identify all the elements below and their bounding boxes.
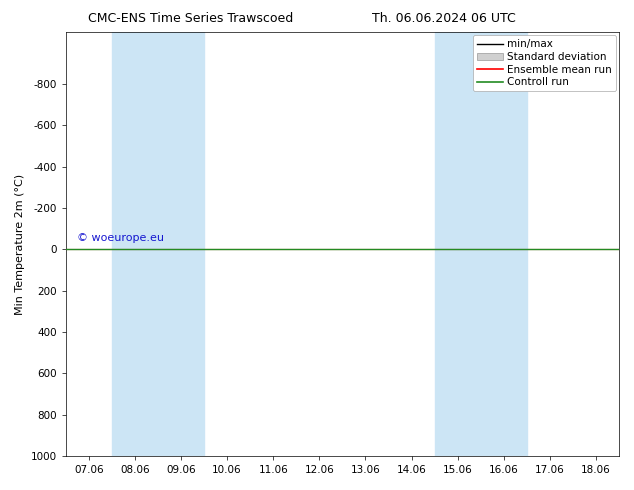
Legend: min/max, Standard deviation, Ensemble mean run, Controll run: min/max, Standard deviation, Ensemble me…: [472, 35, 616, 92]
Text: Th. 06.06.2024 06 UTC: Th. 06.06.2024 06 UTC: [372, 12, 515, 25]
Text: CMC-ENS Time Series Trawscoed: CMC-ENS Time Series Trawscoed: [87, 12, 293, 25]
Bar: [434, 32, 527, 456]
Y-axis label: Min Temperature 2m (°C): Min Temperature 2m (°C): [15, 173, 25, 315]
Bar: [112, 32, 204, 456]
Text: © woeurope.eu: © woeurope.eu: [77, 233, 164, 243]
